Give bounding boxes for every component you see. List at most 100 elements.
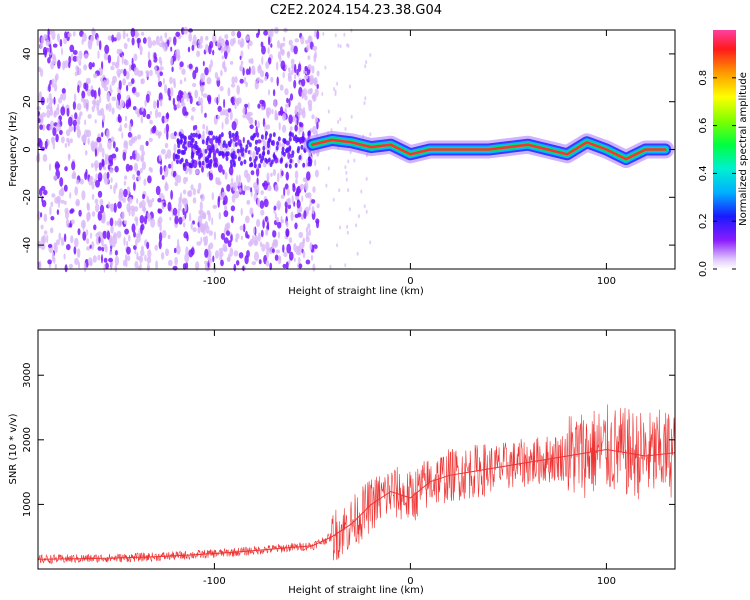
spectrogram-cell <box>98 40 102 51</box>
snr-y-label: SNR (10 * v/v) <box>8 413 19 484</box>
spectrogram-cell <box>50 227 54 234</box>
spectrogram-cell <box>267 47 270 55</box>
spectrogram-cell <box>183 176 187 185</box>
spectrogram-cell <box>64 207 69 214</box>
spectrogram-cell <box>74 112 78 120</box>
spectrogram-cell <box>250 170 255 176</box>
spectrogram-cell <box>165 166 169 175</box>
spectrogram-cell <box>254 119 257 127</box>
spectrogram-cell <box>148 137 153 142</box>
spectrogram-cell <box>293 201 296 207</box>
spectrogram-cell <box>307 223 311 229</box>
spectrogram-cell <box>139 215 145 224</box>
spectrogram-cell <box>216 180 222 186</box>
spectrogram-cell <box>136 170 141 176</box>
spectrogram-cell <box>53 242 56 252</box>
spectrogram-cell <box>217 198 220 208</box>
spectrogram-cell <box>182 162 186 168</box>
spectrogram-cell <box>240 38 245 48</box>
spectrogram-cell <box>253 182 258 190</box>
spectrogram-cell <box>243 159 247 165</box>
spectrogram-cell <box>109 184 113 190</box>
spectrogram-cell <box>174 256 178 266</box>
spectrogram-cell <box>123 142 127 149</box>
spectrogram-cell <box>266 149 270 155</box>
spectrogram-cell <box>223 210 229 218</box>
spectrogram-cell <box>219 251 224 257</box>
spectrogram-cell <box>173 36 177 46</box>
spectrogram-cell <box>298 263 303 269</box>
spectrogram-cell <box>103 166 107 171</box>
spectrogram-cell <box>235 237 238 243</box>
spectrogram-y-tick-label: 20 <box>22 95 33 108</box>
spectrogram-cell <box>221 151 225 157</box>
spectrogram-cell <box>52 53 56 61</box>
spectrogram-cell <box>296 68 299 76</box>
spectrogram-cell <box>68 263 73 269</box>
spectrogram-cell <box>161 115 166 124</box>
spectrogram-cell <box>144 254 147 262</box>
spectrogram-cell <box>181 68 186 75</box>
spectrogram-cell <box>93 224 97 231</box>
spectrogram-cell <box>249 150 252 157</box>
spectrogram-cell <box>279 43 283 50</box>
spectrogram-cell <box>369 132 372 137</box>
spectrogram-cell <box>90 175 93 186</box>
spectrogram-cell <box>304 181 309 191</box>
spectrogram-cell <box>188 162 192 168</box>
spectrogram-cell <box>55 133 59 143</box>
spectrogram-cell <box>201 165 204 173</box>
spectrogram-cell <box>176 149 180 155</box>
spectrogram-cell <box>301 78 306 87</box>
spectrogram-cell <box>299 183 305 191</box>
spectrogram-cell <box>309 158 313 164</box>
spectrogram-cell <box>158 192 164 199</box>
spectrogram-cell <box>230 205 236 212</box>
spectrogram-cell <box>142 206 146 213</box>
spectrogram-cell <box>206 77 212 85</box>
spectrogram-x-label: Height of straight line (km) <box>288 286 424 297</box>
spectrogram-cell <box>61 91 67 101</box>
spectrogram-cell <box>249 124 254 129</box>
spectrogram-cell <box>52 43 58 48</box>
spectrogram-cell <box>204 67 209 76</box>
spectrogram-cell <box>263 180 268 191</box>
spectrogram-cell <box>129 155 133 160</box>
spectrogram-cell <box>286 243 292 254</box>
colorbar-tick-label: 0.6 <box>698 118 709 134</box>
spectrogram-cell <box>192 82 197 88</box>
spectrogram-cell <box>164 153 168 160</box>
spectrogram-cell <box>106 129 110 139</box>
spectrogram-cell <box>244 169 249 179</box>
spectrogram-cell <box>110 177 113 183</box>
spectrogram-cell <box>226 45 231 54</box>
spectrogram-cell <box>137 134 142 140</box>
spectrogram-cell <box>133 53 138 62</box>
spectrogram-cell <box>145 93 150 103</box>
spectrogram-cell <box>206 172 209 177</box>
spectrogram-cell <box>234 132 238 138</box>
spectrogram-cell <box>134 162 138 172</box>
spectrogram-cell <box>189 95 193 105</box>
spectrogram-cell <box>146 256 152 264</box>
spectrogram-cell <box>74 71 78 77</box>
spectrogram-cell <box>235 233 240 240</box>
spectrogram-cell <box>197 226 201 234</box>
spectrogram-cell <box>41 112 47 118</box>
spectrogram-cell <box>166 130 169 141</box>
spectrogram-cell <box>103 52 109 61</box>
spectrogram-cell <box>67 32 72 38</box>
spectrogram-cell <box>46 109 51 119</box>
spectrogram-cell <box>258 259 262 265</box>
spectrogram-cell <box>108 201 111 209</box>
spectrogram-cell <box>231 121 237 131</box>
spectrogram-cell <box>242 114 248 119</box>
spectrogram-cell <box>138 255 143 263</box>
spectrogram-cell <box>303 106 305 114</box>
spectrogram-cell <box>127 196 133 204</box>
spectrogram-cell <box>196 50 201 58</box>
spectrogram-cell <box>147 212 150 219</box>
spectrogram-cell <box>158 239 162 250</box>
spectrogram-cell <box>288 132 292 138</box>
